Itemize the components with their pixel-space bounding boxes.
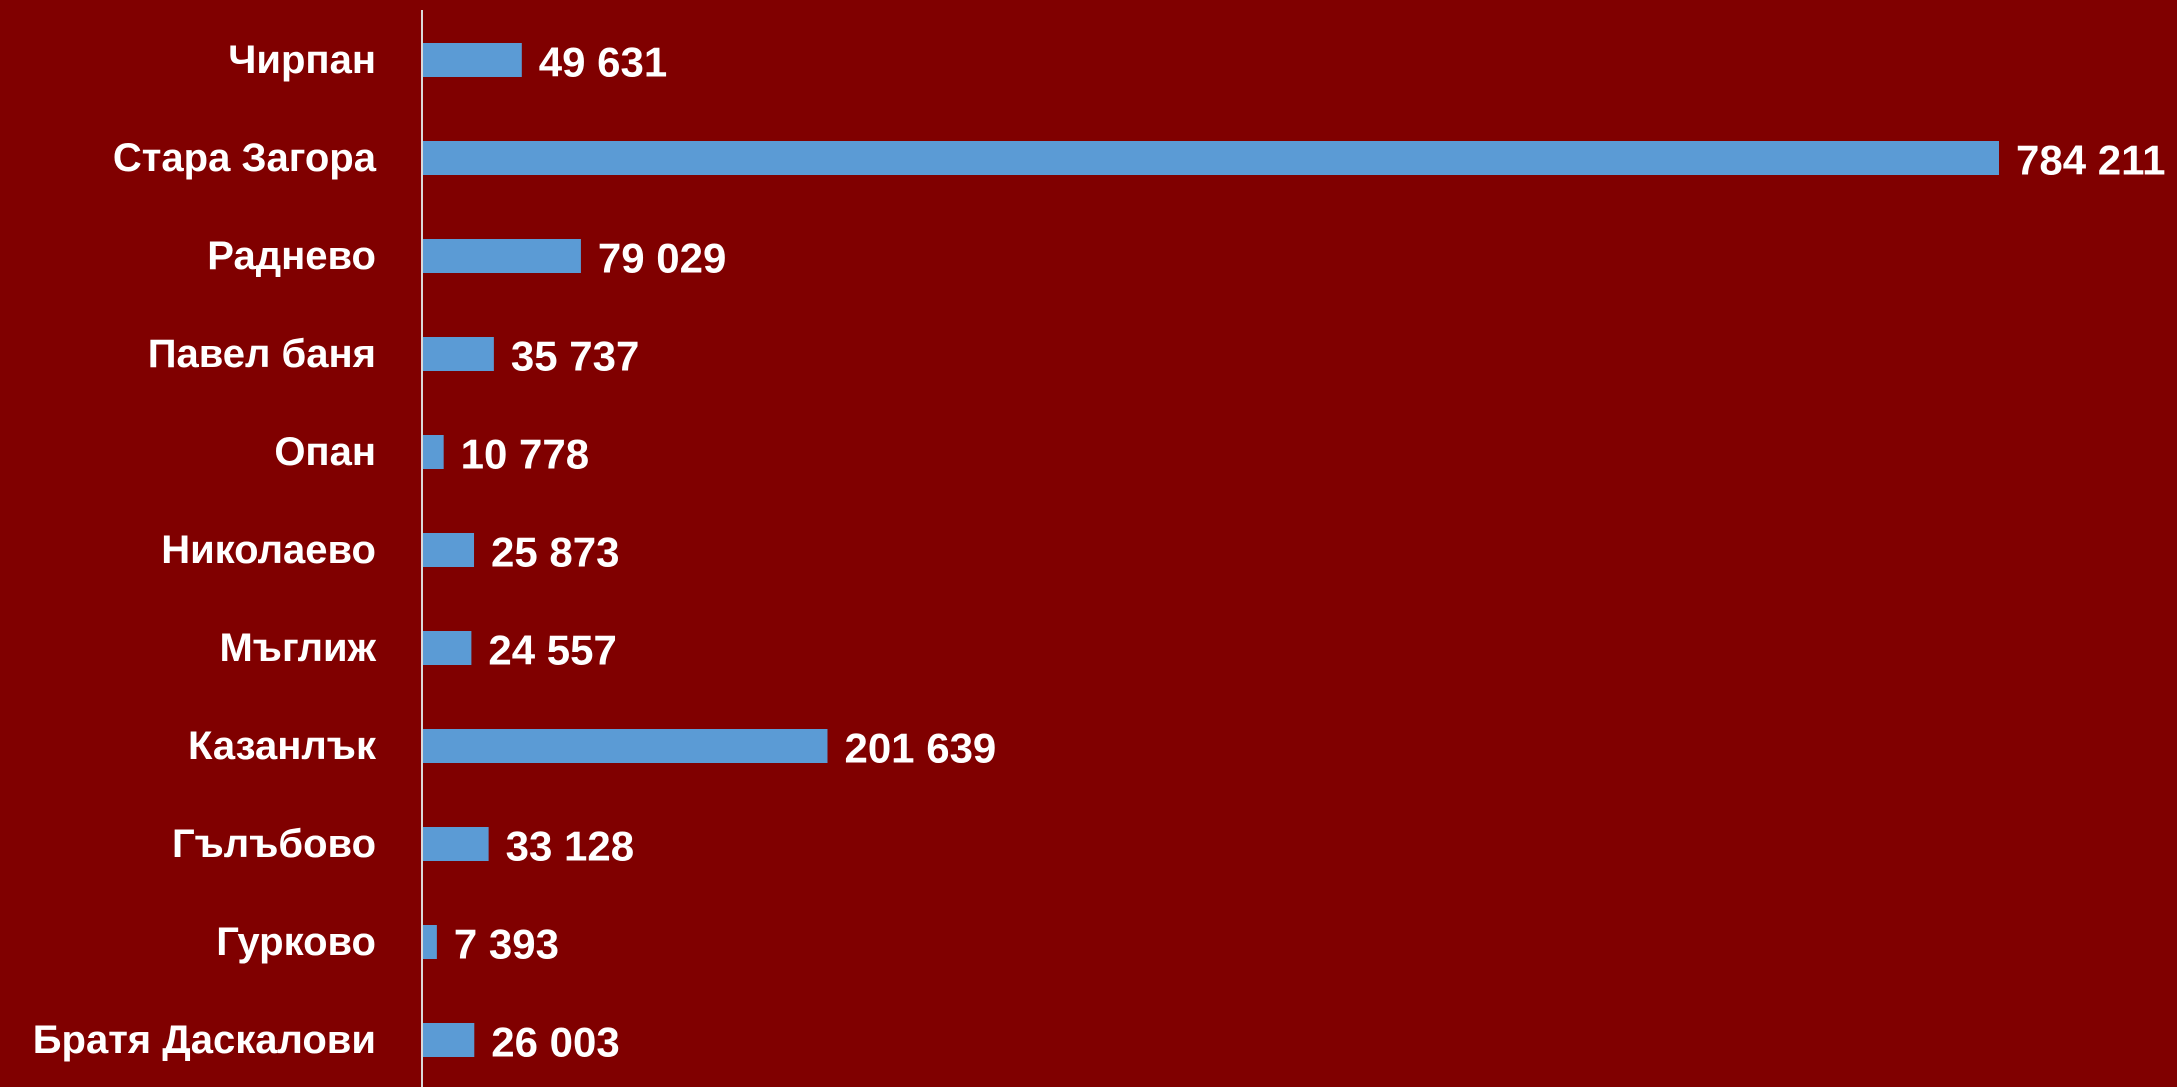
value-label: 26 003 [491, 1019, 619, 1066]
category-label: Павел баня [148, 332, 376, 376]
bar [422, 141, 1999, 175]
category-label: Казанлък [188, 724, 377, 768]
bar [422, 631, 472, 665]
bar [422, 729, 828, 763]
bar [422, 337, 494, 371]
value-label: 79 029 [598, 235, 726, 282]
value-label: 35 737 [511, 333, 639, 380]
category-label: Николаево [161, 528, 376, 572]
category-labels-group: Чирпан Стара Загора Раднево Павел баня Опан Н… [33, 38, 377, 1062]
category-label: Чирпан [228, 38, 376, 82]
value-label: 24 557 [488, 627, 616, 674]
bar [422, 1023, 475, 1057]
value-label: 10 778 [461, 431, 589, 478]
value-labels-group: 49 631 784 211 79 029 35 737 10 778 25 873 24 … [454, 39, 2166, 1066]
bar [422, 925, 437, 959]
category-label: Раднево [207, 234, 376, 278]
bar [422, 239, 581, 273]
category-label: Стара Загора [113, 136, 377, 180]
category-label: Братя Даскалови [33, 1018, 376, 1062]
bar [422, 435, 444, 469]
value-label: 201 639 [844, 725, 996, 772]
value-label: 49 631 [539, 39, 667, 86]
value-label: 25 873 [491, 529, 619, 576]
category-label: Мъглиж [219, 626, 376, 670]
category-label: Опан [274, 430, 376, 474]
category-label: Гълъбово [172, 822, 376, 866]
value-label: 7 393 [454, 921, 559, 968]
bars-group [422, 43, 1999, 1057]
bar [422, 533, 475, 567]
bar [422, 43, 522, 77]
bar [422, 827, 489, 861]
value-label: 784 211 [2016, 137, 2166, 184]
value-label: 33 128 [506, 823, 634, 870]
category-label: Гурково [216, 920, 376, 964]
